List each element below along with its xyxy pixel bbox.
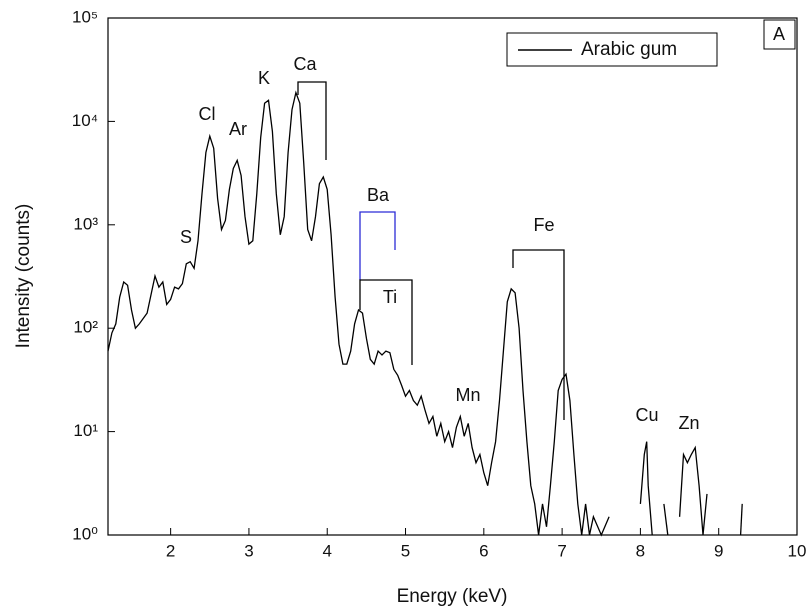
ca-bracket <box>297 81 327 160</box>
x-tick-label: 6 <box>479 541 488 560</box>
x-tick-label: 7 <box>557 541 566 560</box>
panel-label-box <box>763 19 796 50</box>
ti-bracket <box>359 279 413 365</box>
spectrum-line <box>678 445 708 536</box>
element-label: K <box>258 68 270 88</box>
spectrum-line <box>107 90 610 537</box>
legend-label: Arabic gum <box>581 39 677 60</box>
x-tick-label: 9 <box>714 541 723 560</box>
element-label: Mn <box>455 385 480 405</box>
x-tick-label: 4 <box>322 541 331 560</box>
element-label: Cu <box>635 405 658 425</box>
element-label: S <box>180 227 192 247</box>
spectrum-line <box>663 503 669 536</box>
element-label: Ca <box>293 54 317 74</box>
peak-brackets <box>297 81 565 420</box>
x-tick-label: 3 <box>244 541 253 560</box>
element-label: Cl <box>199 104 216 124</box>
x-tick-label: 10 <box>788 541 807 560</box>
y-tick-label: 10² <box>73 318 98 337</box>
y-tick-label: 10⁴ <box>72 111 98 130</box>
element-label: Fe <box>533 215 554 235</box>
element-label: Ti <box>383 287 397 307</box>
element-label: Ar <box>229 119 247 139</box>
y-tick-label: 10¹ <box>73 421 98 440</box>
y-axis-label: Intensity (counts) <box>13 204 34 349</box>
y-tick-label: 10⁰ <box>72 524 98 543</box>
y-tick-label: 10⁵ <box>72 7 98 26</box>
panel-label: A <box>773 24 785 44</box>
y-tick-label: 10³ <box>73 214 98 233</box>
x-tick-label: 5 <box>401 541 410 560</box>
x-tick-label: 2 <box>166 541 175 560</box>
spectrum-line <box>639 441 653 536</box>
fe-bracket <box>512 249 565 420</box>
element-label: Ba <box>367 185 390 205</box>
x-axis-label: Energy (keV) <box>397 586 508 607</box>
plot-frame <box>107 17 798 536</box>
x-tick-label: 8 <box>636 541 645 560</box>
element-label: Zn <box>678 413 699 433</box>
ba-bracket <box>359 211 396 280</box>
spectrum-line <box>739 503 743 536</box>
